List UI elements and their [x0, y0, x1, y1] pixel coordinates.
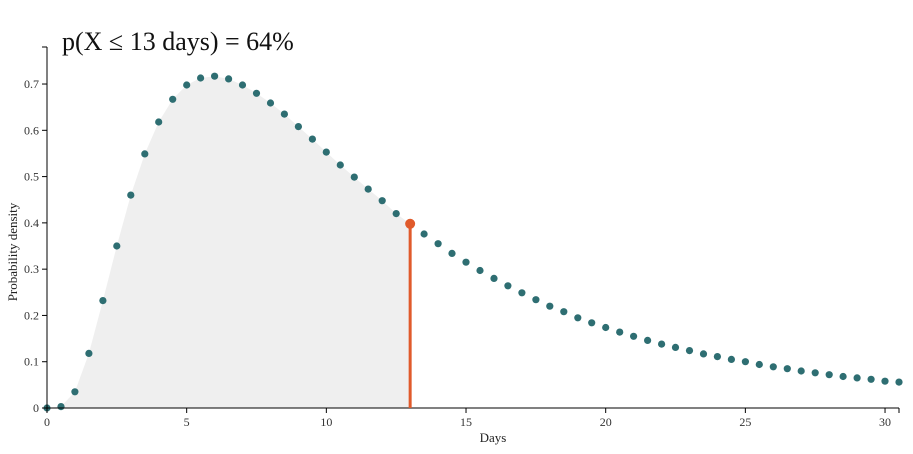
y-tick-label: 0.4	[24, 216, 39, 230]
y-tick-label: 0.6	[24, 123, 39, 137]
x-axis-label: Days	[480, 430, 507, 445]
data-point	[811, 369, 819, 377]
data-point	[197, 74, 205, 82]
y-tick-label: 0.7	[24, 77, 39, 91]
data-point	[574, 314, 582, 322]
data-point	[644, 336, 652, 344]
data-point	[504, 282, 512, 290]
x-tick-label: 10	[320, 415, 332, 429]
y-axis: 0 0.1 0.2 0.3 0.4 0.5 0.6 0.7	[24, 46, 48, 415]
data-point	[741, 358, 750, 366]
x-tick-label: 0	[44, 415, 50, 429]
data-point	[322, 148, 330, 156]
x-tick-label: 15	[460, 415, 472, 429]
data-point	[225, 75, 233, 83]
data-point	[546, 302, 554, 310]
data-point	[448, 249, 456, 257]
x-tick-label: 20	[600, 415, 612, 429]
data-point	[434, 240, 442, 248]
data-point	[252, 89, 261, 97]
data-point	[588, 319, 596, 327]
data-point	[560, 308, 568, 316]
data-point	[280, 110, 288, 118]
data-point	[99, 297, 107, 305]
data-point	[853, 374, 861, 382]
data-point	[420, 230, 428, 238]
y-tick-label: 0.3	[24, 262, 39, 276]
shaded-area	[47, 76, 411, 408]
data-point	[378, 197, 386, 205]
y-tick-label: 0	[33, 401, 39, 415]
data-point	[671, 343, 680, 351]
data-points	[43, 72, 903, 412]
data-point	[266, 99, 275, 107]
data-point	[294, 123, 302, 131]
data-point	[462, 258, 470, 266]
data-point	[658, 340, 666, 348]
y-axis-label: Probability density	[5, 202, 20, 301]
data-point	[476, 266, 484, 275]
data-point	[490, 274, 498, 282]
data-point	[727, 355, 736, 363]
data-point	[532, 296, 540, 304]
data-point	[797, 367, 805, 375]
data-point	[685, 347, 694, 355]
data-point	[169, 95, 177, 103]
data-point	[392, 210, 400, 218]
data-point	[364, 185, 372, 193]
data-point	[769, 363, 777, 371]
y-tick-label: 0.5	[24, 170, 39, 184]
data-point	[141, 150, 149, 158]
x-tick-label: 30	[879, 415, 891, 429]
y-tick-label: 0.1	[24, 355, 39, 369]
data-point	[713, 353, 722, 361]
data-point	[755, 360, 763, 369]
y-tick-label: 0.2	[24, 308, 39, 322]
data-point	[867, 375, 875, 383]
data-point	[183, 81, 191, 89]
x-axis: 0 5 10 15 20 25 30	[44, 407, 900, 429]
data-point	[85, 349, 93, 357]
data-point	[127, 191, 135, 199]
data-point	[895, 378, 903, 386]
data-point	[616, 328, 624, 336]
data-point	[881, 377, 889, 385]
chart-title: p(X ≤ 13 days) = 64%	[62, 27, 294, 56]
data-point	[57, 403, 65, 411]
x-tick-label: 5	[184, 415, 190, 429]
x-tick-label: 25	[739, 415, 751, 429]
data-point	[602, 323, 610, 332]
data-point	[839, 372, 847, 381]
threshold-marker	[405, 218, 416, 229]
data-point	[825, 371, 833, 379]
data-point	[308, 135, 316, 143]
data-point	[238, 81, 247, 89]
data-point	[350, 173, 358, 181]
data-point	[699, 350, 708, 358]
data-point	[336, 161, 344, 169]
data-point	[71, 388, 79, 396]
data-point	[630, 332, 638, 340]
data-point	[211, 72, 219, 80]
data-point	[113, 242, 121, 250]
data-point	[155, 118, 163, 126]
data-point	[783, 365, 791, 373]
data-point	[518, 289, 526, 297]
